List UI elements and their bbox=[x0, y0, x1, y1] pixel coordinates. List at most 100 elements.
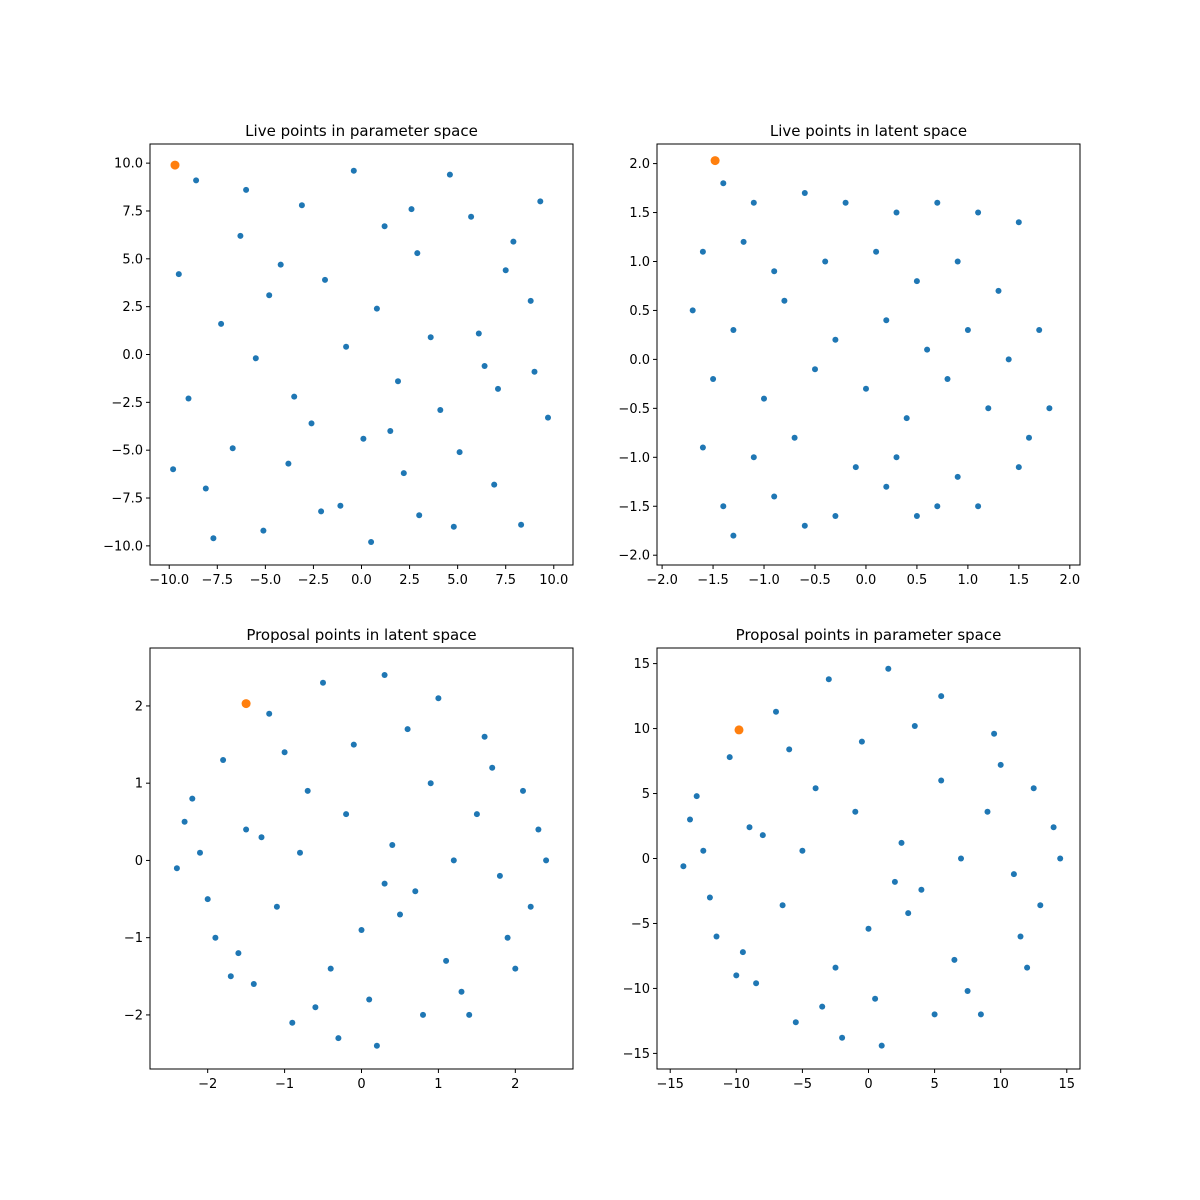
scatter-point bbox=[938, 777, 945, 784]
scatter-point bbox=[397, 911, 403, 918]
scatter-point bbox=[312, 1004, 319, 1011]
scatter-point bbox=[905, 910, 912, 917]
x-tick-label: 5 bbox=[930, 1077, 938, 1092]
scatter-point bbox=[475, 330, 482, 337]
scatter-point bbox=[416, 512, 423, 519]
scatter-point bbox=[706, 894, 713, 901]
scatter-point bbox=[266, 292, 273, 299]
panel-proposal-latent: Proposal points in latent space −2 −1 0 1 2 −… bbox=[124, 626, 574, 1092]
y-tick-label: 5 bbox=[642, 787, 650, 802]
scatter-point bbox=[812, 785, 819, 792]
scatter-point bbox=[954, 473, 961, 480]
scatter-point bbox=[193, 177, 200, 184]
scatter-point bbox=[337, 502, 344, 509]
scatter-point bbox=[771, 268, 778, 275]
scatter-point bbox=[931, 1011, 938, 1018]
x-tick-label: −5 bbox=[793, 1077, 812, 1092]
scatter-point bbox=[885, 665, 892, 672]
x-tick-label: 0.0 bbox=[856, 573, 877, 588]
scatter-point bbox=[250, 981, 257, 987]
scatter-point bbox=[733, 972, 740, 979]
x-tick-label: −5.0 bbox=[250, 573, 282, 588]
scatter-point bbox=[435, 695, 442, 702]
panel-proposal-parameter: Proposal points in parameter space −15 −1… bbox=[623, 626, 1081, 1092]
scatter-point bbox=[1017, 933, 1024, 940]
axes-frame bbox=[656, 143, 1081, 566]
scatter-point bbox=[360, 435, 367, 442]
scatter-point bbox=[878, 1042, 885, 1049]
scatter-point bbox=[1005, 356, 1012, 363]
y-tick-label: 0 bbox=[135, 854, 143, 869]
scatter-point bbox=[792, 1019, 799, 1026]
x-tick-label: 2 bbox=[511, 1077, 519, 1092]
scatter-point bbox=[350, 741, 357, 748]
scatter-point bbox=[318, 508, 325, 515]
scatter-point bbox=[812, 366, 818, 373]
y-tick-label: 0.0 bbox=[629, 353, 650, 368]
scatter-point bbox=[699, 444, 706, 451]
scatter-point bbox=[481, 363, 488, 369]
scatter-point bbox=[893, 209, 900, 216]
scatter-point bbox=[350, 167, 357, 174]
x-tick-label: −15 bbox=[657, 1077, 684, 1092]
x-tick-label: 2.0 bbox=[1059, 573, 1080, 588]
scatter-point bbox=[218, 320, 225, 327]
scatter-point bbox=[822, 258, 829, 265]
scatter-point bbox=[502, 267, 509, 274]
y-tick-label: −1.5 bbox=[618, 500, 650, 515]
y-tick-label: 0.0 bbox=[122, 348, 143, 363]
scatter-point bbox=[285, 460, 292, 467]
x-tick-label: 1 bbox=[434, 1077, 442, 1092]
scatter-point bbox=[730, 327, 737, 333]
scatter-point bbox=[450, 857, 457, 864]
scatter-point bbox=[985, 405, 992, 412]
scatter-point bbox=[504, 934, 511, 941]
scatter-point bbox=[893, 454, 900, 461]
scatter-point bbox=[260, 527, 267, 534]
scatter-point bbox=[750, 199, 757, 206]
scatter-point bbox=[954, 258, 961, 265]
scatter-point bbox=[220, 757, 227, 763]
scatter-point bbox=[518, 521, 525, 528]
scatter-point bbox=[825, 676, 832, 683]
scatter-point bbox=[304, 787, 311, 794]
y-tick-label: −0.5 bbox=[618, 402, 650, 417]
y-tick-label: −1.0 bbox=[618, 451, 650, 466]
y-tick-label: −15 bbox=[623, 1047, 650, 1062]
scatter-point bbox=[710, 376, 717, 382]
scatter-point bbox=[913, 278, 920, 285]
scatter-point bbox=[358, 927, 365, 933]
scatter-point bbox=[395, 378, 401, 385]
scatter-point bbox=[819, 1003, 826, 1010]
scatter-point bbox=[891, 878, 898, 885]
scatter-point bbox=[512, 965, 519, 972]
scatter-point bbox=[481, 733, 488, 740]
scatter-point bbox=[997, 761, 1004, 768]
scatter-point bbox=[389, 842, 396, 848]
scatter-point bbox=[839, 1034, 846, 1041]
scatter-point bbox=[1015, 464, 1022, 471]
scatter-point bbox=[977, 1011, 984, 1018]
scatter-point bbox=[911, 723, 918, 729]
scatter-point bbox=[975, 503, 982, 510]
scatter-point bbox=[204, 896, 211, 903]
scatter-point bbox=[197, 849, 203, 856]
x-tick-label: −1.0 bbox=[748, 573, 780, 588]
scatter-point bbox=[466, 1011, 473, 1018]
y-tick-label: 1 bbox=[135, 777, 143, 792]
scatter-point bbox=[343, 343, 350, 350]
x-tick-label: 15 bbox=[1059, 1077, 1076, 1092]
scatter-point bbox=[771, 493, 778, 500]
scatter-point bbox=[720, 180, 727, 187]
scatter-point bbox=[984, 808, 991, 815]
x-tick-label: −2 bbox=[198, 1077, 217, 1092]
scatter-point bbox=[918, 886, 925, 893]
scatter-point bbox=[381, 880, 388, 887]
scatter-point bbox=[298, 202, 305, 209]
scatter-point bbox=[991, 730, 998, 737]
scatter-point bbox=[387, 428, 394, 434]
scatter-point bbox=[750, 454, 757, 461]
scatter-point bbox=[1024, 964, 1031, 971]
y-tick-label: 10.0 bbox=[114, 157, 143, 172]
